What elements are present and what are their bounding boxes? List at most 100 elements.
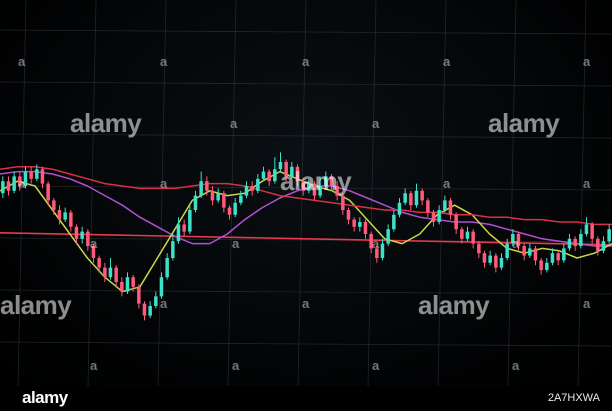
candle-up	[35, 169, 39, 179]
candle-down	[284, 162, 288, 177]
candle-up	[159, 277, 164, 297]
candle-up	[528, 248, 532, 256]
candle-down	[556, 253, 560, 261]
candle-down	[482, 253, 487, 263]
watermark-small: a	[443, 54, 450, 69]
candle-down	[205, 181, 209, 191]
candle-up	[318, 186, 322, 196]
candle-down	[312, 183, 317, 196]
candle-up	[154, 296, 158, 306]
moving-average-line	[0, 170, 612, 293]
watermark-small: a	[232, 236, 239, 251]
candle-up	[437, 210, 441, 222]
candle-up	[380, 243, 385, 258]
candle-up	[216, 193, 220, 201]
grid-line-horizontal	[0, 237, 612, 243]
grid-line-horizontal	[0, 81, 612, 87]
candle-down	[477, 243, 481, 254]
footer-logo: alamy	[22, 388, 68, 407]
indicator-lines	[0, 166, 612, 293]
moving-average-line	[0, 166, 612, 226]
watermark: alamy	[0, 290, 72, 320]
candle-up	[443, 200, 447, 210]
candle-down	[52, 200, 56, 210]
candle-up	[567, 238, 572, 249]
watermark: alamy	[488, 108, 560, 138]
candle-up	[579, 234, 583, 246]
candle-down	[409, 193, 413, 206]
candle-down	[131, 277, 135, 287]
candle-down	[454, 214, 458, 230]
watermark-small: a	[302, 54, 309, 69]
candle-up	[63, 212, 67, 220]
watermark: alamy	[280, 166, 352, 196]
candle-down	[471, 231, 475, 244]
watermark-small: a	[230, 116, 237, 131]
grid-line-vertical	[227, 0, 237, 386]
candle-down	[494, 255, 498, 268]
watermark-small: a	[302, 296, 309, 311]
candle-down	[295, 166, 300, 182]
candle-up	[324, 176, 328, 186]
candle-down	[369, 234, 373, 249]
watermark-small: a	[372, 358, 379, 373]
candle-up	[307, 183, 311, 191]
candle-up	[403, 193, 407, 203]
footer-bar: alamy 2A7HXWA	[0, 386, 612, 411]
candle-down	[533, 248, 538, 261]
candle-up	[414, 190, 419, 206]
candle-down	[137, 286, 141, 304]
candle-up	[505, 243, 509, 258]
candle-up	[12, 176, 16, 191]
candle-down	[91, 246, 96, 258]
candle-up	[1, 181, 5, 194]
candle-down	[6, 181, 11, 191]
candle-down	[420, 190, 424, 201]
candlestick-chart: alamy alamy alamy alamy alamy a a a a a …	[0, 0, 612, 386]
candle-down	[114, 267, 118, 282]
watermark-small: a	[90, 236, 97, 251]
candle-down	[40, 169, 45, 184]
candle-down	[341, 195, 345, 210]
watermark-small: a	[160, 296, 167, 311]
grid-line-horizontal	[0, 341, 612, 347]
candle-down	[97, 258, 101, 268]
candle-down	[516, 234, 521, 246]
watermark-small: a	[90, 358, 97, 373]
candle-down	[352, 219, 356, 227]
watermark-small: a	[443, 176, 450, 191]
candle-up	[392, 214, 396, 230]
candle-down	[86, 231, 90, 246]
candle-up	[545, 262, 549, 270]
candle-down	[57, 210, 62, 220]
candle-down	[46, 183, 50, 201]
watermark-small: a	[583, 296, 590, 311]
candle-down	[573, 238, 577, 246]
candle-up	[607, 229, 611, 242]
candle-down	[539, 260, 543, 270]
candle-down	[426, 200, 430, 213]
watermark-small: a	[583, 54, 590, 69]
candle-up	[290, 166, 294, 177]
candle-up	[273, 169, 277, 182]
candle-down	[448, 200, 453, 215]
grid-line-vertical	[17, 0, 27, 386]
grid-line-vertical	[507, 0, 517, 386]
candle-down	[596, 238, 600, 251]
candle-down	[346, 210, 351, 220]
candle-down	[222, 193, 226, 208]
grid-line-vertical	[87, 0, 97, 386]
candle-up	[386, 229, 390, 244]
grid-line-horizontal	[0, 133, 612, 139]
horizontal-price-line	[0, 232, 612, 246]
candle-down	[363, 222, 368, 234]
candle-down	[103, 267, 107, 278]
candle-down	[522, 246, 526, 256]
moving-average-line	[0, 170, 612, 247]
candle-down	[120, 282, 124, 292]
candle-down	[18, 176, 22, 186]
candle-down	[301, 181, 305, 191]
grid-line-vertical	[437, 0, 447, 386]
watermark: alamy	[418, 290, 490, 320]
candle-up	[256, 178, 260, 191]
